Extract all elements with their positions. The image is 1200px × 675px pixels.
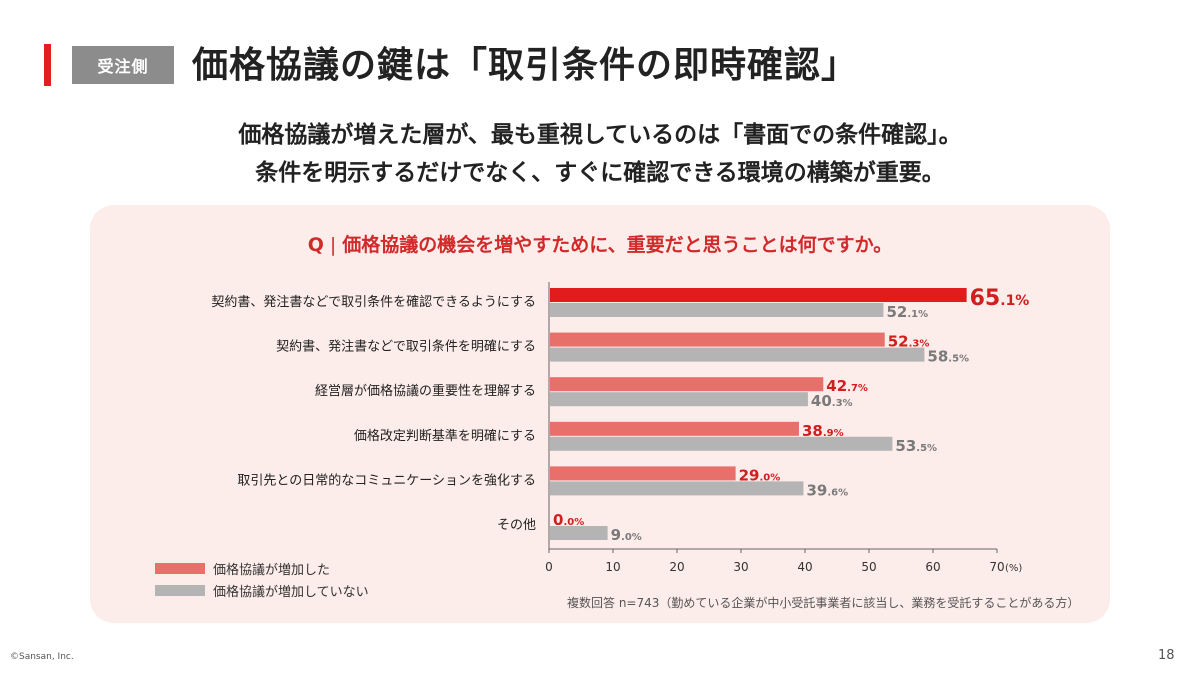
subtitle-line-2: 条件を明示するだけでなく、すぐに確認できる環境の構築が重要。 bbox=[255, 160, 945, 186]
value-label-increased: 29.0% bbox=[739, 466, 781, 484]
legend-swatch-increased bbox=[155, 563, 205, 574]
value-label-increased: 52.3% bbox=[888, 333, 930, 351]
survey-question: Q | 価格協議の機会を増やすために、重要だと思うことは何ですか。 bbox=[90, 230, 1110, 257]
bar-increased bbox=[550, 466, 736, 481]
category-label: 契約書、発注書などで取引条件を確認できるようにする bbox=[211, 294, 536, 310]
bar-not-increased bbox=[550, 436, 893, 451]
value-label-increased: 42.7% bbox=[826, 377, 868, 395]
category-label: 経営層が価格協議の重要性を理解する bbox=[315, 383, 536, 399]
bar-not-increased bbox=[550, 481, 804, 496]
value-label-increased: 38.9% bbox=[802, 422, 844, 440]
title-accent-bar bbox=[44, 44, 51, 86]
bar-increased bbox=[550, 288, 967, 302]
side-tag: 受注側 bbox=[72, 46, 174, 84]
legend-swatch-not-increased bbox=[155, 585, 205, 596]
x-tick-label: 40 bbox=[797, 560, 812, 574]
chart-panel bbox=[90, 205, 1110, 623]
category-label: 価格改定判断基準を明確にする bbox=[354, 428, 536, 444]
subtitle-line-1: 価格協議が増えた層が、最も重視しているのは「書面での条件確認」。 bbox=[238, 122, 962, 148]
value-label-not-increased: 58.5% bbox=[927, 348, 969, 366]
survey-note: 複数回答 n=743（勤めている企業が中小受託事業者に該当し、業務を受託すること… bbox=[567, 596, 1080, 610]
bar-increased bbox=[550, 332, 885, 347]
legend-item-not-increased: 価格協議が増加していない bbox=[155, 581, 369, 600]
x-tick-label: 50 bbox=[861, 560, 876, 574]
legend-label-increased: 価格協議が増加した bbox=[213, 563, 331, 578]
question-separator: | bbox=[329, 234, 337, 256]
page-title: 価格協議の鍵は「取引条件の即時確認」 bbox=[192, 45, 859, 86]
x-unit-label: (%) bbox=[1005, 563, 1022, 574]
x-tick-label: 30 bbox=[733, 560, 748, 574]
value-label-increased: 0.0% bbox=[553, 511, 584, 529]
category-label: 契約書、発注書などで取引条件を明確にする bbox=[276, 339, 536, 355]
copyright: ©Sansan, Inc. bbox=[10, 652, 74, 662]
x-tick-label: 70 bbox=[989, 560, 1004, 574]
value-label-not-increased: 40.3% bbox=[811, 392, 853, 410]
legend-label-not-increased: 価格協議が増加していない bbox=[213, 585, 369, 600]
value-label-not-increased: 52.1% bbox=[886, 303, 928, 321]
x-tick-label: 20 bbox=[669, 560, 684, 574]
value-label-not-increased: 39.6% bbox=[806, 481, 848, 499]
question-prefix: Q bbox=[307, 234, 324, 256]
question-text: 価格協議の機会を増やすために、重要だと思うことは何ですか。 bbox=[342, 234, 893, 256]
value-label-increased: 65.1% bbox=[970, 286, 1030, 311]
value-label-not-increased: 9.0% bbox=[611, 526, 642, 544]
bar-not-increased bbox=[550, 392, 808, 407]
bar-not-increased bbox=[550, 526, 608, 540]
bar-increased bbox=[550, 377, 824, 392]
x-tick-label: 60 bbox=[925, 560, 940, 574]
category-label: その他 bbox=[497, 518, 536, 533]
value-label-not-increased: 53.5% bbox=[895, 437, 937, 455]
bar-not-increased bbox=[550, 347, 925, 362]
bar-not-increased bbox=[550, 303, 884, 317]
page-number: 18 bbox=[1158, 648, 1175, 663]
bar-increased bbox=[550, 421, 799, 436]
legend-item-increased: 価格協議が増加した bbox=[155, 559, 330, 578]
x-tick-label: 10 bbox=[605, 560, 620, 574]
category-label: 取引先との日常的なコミュニケーションを強化する bbox=[237, 472, 536, 488]
x-tick-label: 0 bbox=[545, 560, 553, 574]
